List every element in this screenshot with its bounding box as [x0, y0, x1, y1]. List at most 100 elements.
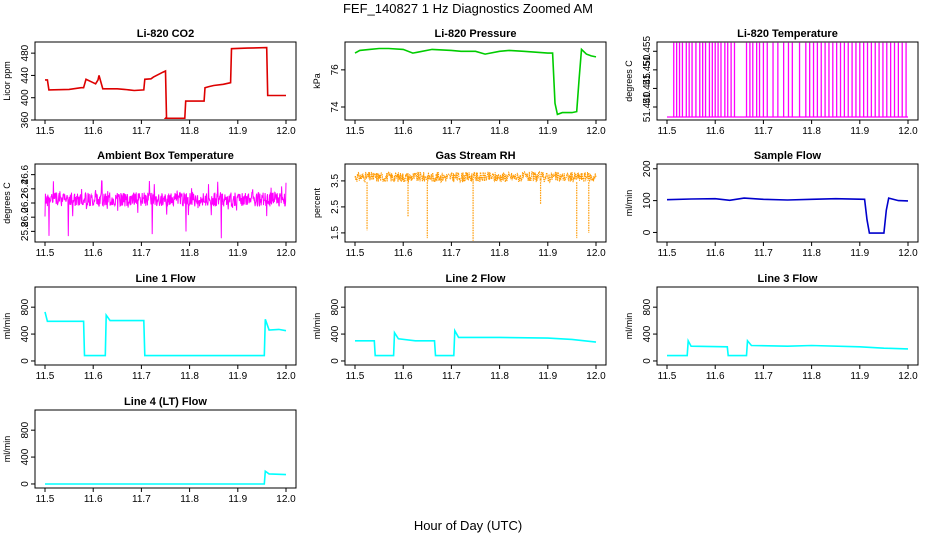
- panel-2: Li-820 Pressure 11.5 11.6 11.7 11.8 11.9 12.0 7…: [312, 28, 607, 137]
- x-tick-label: 12.0: [898, 248, 918, 259]
- panel-10: Line 4 (LT) Flow 11.5 11.6 11.7 11.8 11.9 12.0…: [2, 396, 297, 505]
- plot-frame: [34, 41, 297, 121]
- y-tick-label: 76: [330, 64, 341, 76]
- x-tick-label: 11.6: [394, 371, 413, 382]
- y-tick-label: 2.5: [330, 200, 341, 214]
- x-tick-label: 11.7: [132, 248, 151, 259]
- x-tick-label: 11.8: [802, 126, 821, 137]
- y-tick-label: 400: [20, 89, 31, 106]
- y-axis-label: ml/min: [312, 313, 322, 340]
- data-series-line: [354, 170, 597, 184]
- panel-title: Ambient Box Temperature: [97, 150, 234, 162]
- plot-frame: [656, 163, 919, 243]
- panel-4: Ambient Box Temperature 11.5 11.6 11.7 11.8 1…: [2, 150, 297, 259]
- panel-6: Sample Flow 11.5 11.6 11.7 11.8 11.9 12.0 0 100 2…: [624, 150, 919, 259]
- y-tick-label: 51.450: [642, 54, 653, 85]
- y-axis-label: percent: [312, 187, 322, 218]
- x-tick-label: 11.8: [180, 494, 199, 505]
- y-tick-label: 25.8: [20, 221, 31, 241]
- data-series-line: [44, 180, 287, 239]
- x-tick-label: 11.7: [754, 126, 773, 137]
- x-tick-label: 12.0: [276, 494, 296, 505]
- panel-9: Line 3 Flow 11.5 11.6 11.7 11.8 11.9 12.0 0 400 8…: [624, 273, 919, 382]
- y-tick-label: 360: [20, 111, 31, 128]
- y-tick-label: 800: [642, 298, 653, 315]
- x-tick-label: 11.9: [228, 126, 247, 137]
- x-tick-label: 12.0: [898, 371, 918, 382]
- y-tick-label: 100: [642, 192, 653, 209]
- y-tick-label: 26.6: [20, 164, 31, 184]
- y-tick-label: 26.2: [20, 193, 31, 213]
- x-tick-label: 11.5: [658, 248, 677, 259]
- data-series-line: [45, 469, 287, 485]
- x-tick-label: 11.6: [706, 371, 725, 382]
- y-tick-label: 1.5: [330, 226, 341, 240]
- plot-frame: [656, 286, 919, 366]
- x-tick-label: 11.9: [228, 371, 247, 382]
- y-tick-label: 480: [20, 44, 31, 61]
- x-tick-label: 11.6: [84, 248, 103, 259]
- x-tick-label: 12.0: [276, 248, 296, 259]
- panel-7: Line 1 Flow 11.5 11.6 11.7 11.8 11.9 12.0 0 400 8…: [2, 273, 297, 382]
- y-tick-label: 51.445: [642, 73, 653, 104]
- data-series-line: [45, 46, 286, 119]
- y-tick-label: 400: [20, 325, 31, 342]
- x-tick-label: 11.7: [442, 371, 461, 382]
- panel-8: Line 2 Flow 11.5 11.6 11.7 11.8 11.9 12.0 0 400 8…: [312, 273, 607, 382]
- panel-title: Sample Flow: [754, 150, 822, 162]
- y-tick-label: 400: [20, 448, 31, 465]
- y-tick-label: 400: [642, 325, 653, 342]
- x-tick-label: 11.9: [228, 494, 247, 505]
- plot-frame: [34, 286, 297, 366]
- y-tick-label: 3.5: [330, 174, 341, 188]
- x-tick-label: 12.0: [276, 126, 296, 137]
- y-axis-label: degrees C: [624, 60, 634, 102]
- x-tick-label: 11.9: [228, 248, 247, 259]
- x-tick-label: 11.8: [490, 126, 509, 137]
- y-tick-label: 0: [642, 358, 653, 364]
- x-tick-label: 11.5: [36, 126, 55, 137]
- x-tick-label: 11.9: [538, 248, 557, 259]
- x-tick-label: 11.9: [850, 371, 869, 382]
- plot-frame: [344, 286, 607, 366]
- x-tick-label: 11.9: [850, 126, 869, 137]
- x-tick-label: 11.6: [706, 126, 725, 137]
- x-tick-label: 12.0: [586, 371, 606, 382]
- x-tick-label: 11.6: [394, 126, 413, 137]
- x-tick-label: 11.8: [802, 371, 821, 382]
- x-tick-label: 11.5: [658, 371, 677, 382]
- y-tick-label: 800: [330, 298, 341, 315]
- plot-frame: [344, 163, 607, 243]
- data-series-line: [44, 311, 287, 357]
- y-tick-label: 800: [20, 298, 31, 315]
- panel-title: Line 3 Flow: [758, 273, 818, 285]
- y-axis-label: ml/min: [624, 313, 634, 340]
- x-tick-label: 11.8: [180, 371, 199, 382]
- y-tick-label: 26.4: [20, 179, 31, 199]
- x-tick-label: 11.7: [132, 494, 151, 505]
- panel-title: Li-820 Temperature: [737, 28, 838, 40]
- y-tick-label: 51.455: [642, 36, 653, 67]
- panel-title: Line 2 Flow: [446, 273, 506, 285]
- x-tick-label: 11.8: [180, 126, 199, 137]
- y-tick-label: 400: [330, 325, 341, 342]
- y-tick-label: 26.0: [20, 207, 31, 227]
- y-axis-label: Licor ppm: [2, 61, 12, 101]
- x-tick-label: 11.6: [84, 494, 103, 505]
- y-axis-label: kPa: [312, 73, 322, 89]
- x-tick-label: 11.7: [442, 248, 461, 259]
- x-tick-label: 11.5: [658, 126, 677, 137]
- plot-frame: [344, 41, 607, 121]
- y-axis-label: ml/min: [2, 436, 12, 463]
- y-tick-label: 440: [20, 67, 31, 84]
- data-series-line: [666, 197, 909, 234]
- x-tick-label: 11.9: [538, 371, 557, 382]
- x-tick-label: 11.7: [754, 371, 773, 382]
- panel-title: Gas Stream RH: [435, 150, 515, 162]
- panel-5: Gas Stream RH 11.5 11.6 11.7 11.8 11.9 12.0 1.5…: [312, 150, 607, 259]
- y-axis-label: ml/min: [624, 190, 634, 217]
- x-tick-label: 11.5: [346, 126, 365, 137]
- panel-title: Li-820 Pressure: [435, 28, 517, 40]
- x-tick-label: 11.5: [36, 494, 55, 505]
